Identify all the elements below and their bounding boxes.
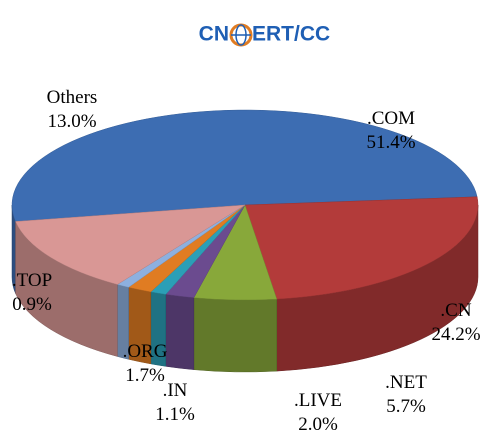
slice-side: [165, 294, 195, 370]
slice-label-value: 5.7%: [386, 396, 426, 417]
slice: [244, 196, 479, 300]
slice: [11, 109, 478, 222]
slice-side: [193, 297, 278, 373]
slice-label-value: 2.0%: [298, 414, 338, 435]
slice-label-value: 51.4%: [366, 132, 415, 153]
slice-label-name: .LIVE: [294, 390, 342, 411]
slice-label-name: Others: [47, 87, 98, 108]
slice-label-value: 1.7%: [125, 365, 165, 386]
logo-right: ERT/CC: [252, 23, 330, 46]
logo-globe: [229, 23, 253, 47]
slice-label-name: .TOP: [12, 270, 52, 291]
slice-label-name: .COM: [367, 108, 415, 129]
slice-label-value: 24.2%: [431, 324, 480, 345]
slice-label-name: .IN: [163, 380, 188, 401]
slice-label-value: 13.0%: [47, 111, 96, 132]
logo-left: CN: [199, 23, 229, 46]
slice-label-name: .CN: [440, 300, 471, 321]
slice-label-name: .ORG: [123, 341, 168, 362]
slice-label-name: .NET: [385, 372, 427, 393]
slice: [15, 204, 246, 285]
slice-label-value: 1.1%: [155, 404, 195, 425]
slice-label-value: 0.9%: [12, 294, 52, 315]
